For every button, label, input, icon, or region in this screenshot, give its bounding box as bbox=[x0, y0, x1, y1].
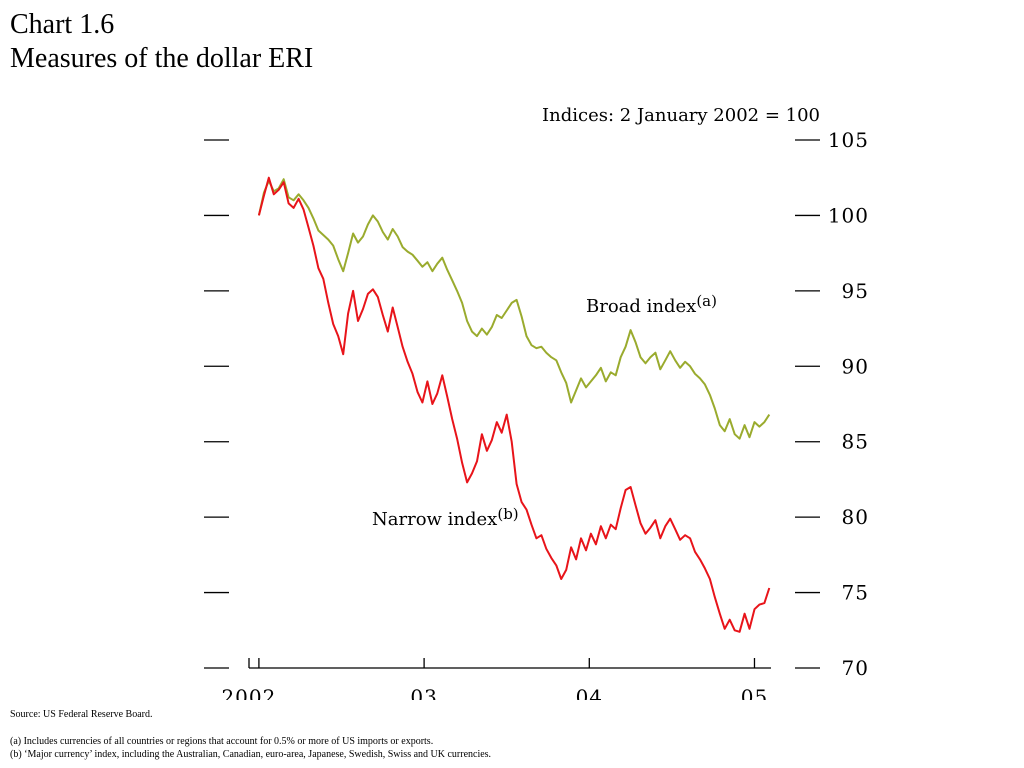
series-layer bbox=[257, 176, 771, 633]
y-tick-label: 100 bbox=[828, 203, 869, 227]
y-tick-label: 85 bbox=[842, 430, 869, 454]
x-axis-ticks: 2002 03 04 05 bbox=[221, 658, 768, 700]
right-tick-marks bbox=[795, 139, 820, 669]
y-tick-label: 75 bbox=[842, 581, 869, 605]
y-axis-labels: 105 100 95 90 85 80 75 70 bbox=[828, 128, 869, 680]
chart-number: Chart 1.6 bbox=[10, 9, 115, 40]
footnote-a: (a) Includes currencies of all countries… bbox=[10, 736, 434, 747]
narrow-index-line bbox=[257, 176, 771, 633]
x-tick-label: 2002 bbox=[221, 685, 276, 700]
line-chart: Indices: 2 January 2002 = 100 105 100 95 90… bbox=[204, 105, 869, 700]
chart-title-block: Chart 1.6 Measures of the dollar ERI bbox=[10, 8, 313, 76]
footnote-b: (b) ‘Major currency’ index, including th… bbox=[10, 749, 492, 760]
narrow-index-label: Narrow index(b) bbox=[372, 505, 519, 530]
x-tick-label: 03 bbox=[410, 685, 437, 700]
broad-index-line bbox=[257, 178, 771, 440]
x-tick-label: 04 bbox=[576, 685, 603, 700]
source-note: Source: US Federal Reserve Board. bbox=[10, 709, 153, 720]
y-tick-label: 90 bbox=[842, 354, 869, 378]
chart-title: Measures of the dollar ERI bbox=[10, 43, 314, 74]
unit-label: Indices: 2 January 2002 = 100 bbox=[542, 105, 820, 126]
y-tick-label: 95 bbox=[842, 279, 869, 303]
y-tick-label: 70 bbox=[842, 656, 869, 680]
broad-index-label: Broad index(a) bbox=[586, 292, 717, 317]
x-tick-label: 05 bbox=[741, 685, 768, 700]
y-tick-label: 80 bbox=[842, 505, 869, 529]
left-tick-marks bbox=[204, 139, 229, 669]
y-tick-label: 105 bbox=[828, 128, 869, 152]
